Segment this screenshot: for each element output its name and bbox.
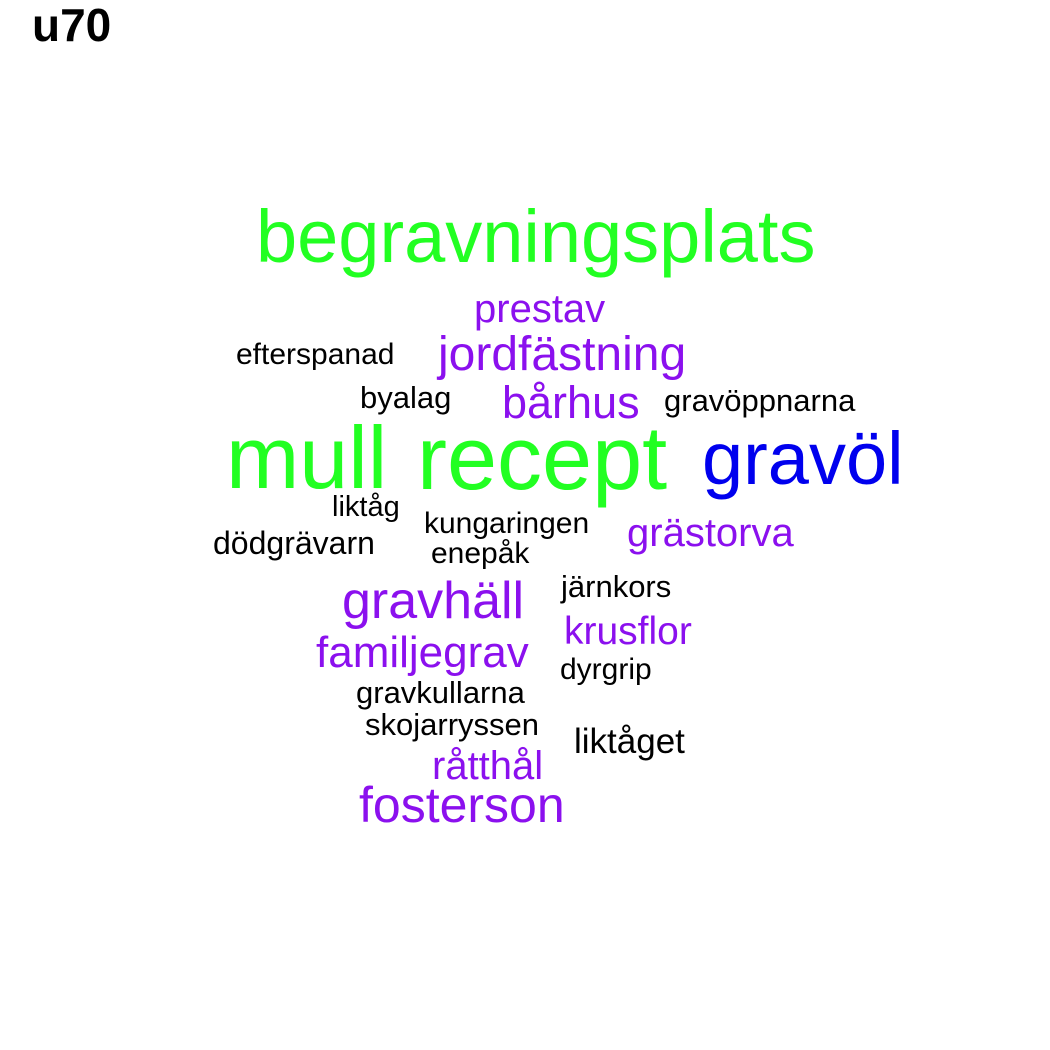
word-liktag: liktåg (332, 491, 400, 523)
word-grastorva: grästorva (627, 511, 794, 555)
word-skojarryssen: skojarryssen (365, 707, 539, 742)
word-enepak: enepåk (431, 537, 530, 570)
word-byalag: byalag (360, 380, 452, 415)
word-barhus: bårhus (502, 377, 640, 428)
word-begravningsplats: begravningsplats (256, 195, 816, 278)
panel-title: u70 (32, 0, 112, 51)
word-efterspanad: efterspanad (236, 338, 395, 371)
word-dyrgrip: dyrgrip (560, 653, 652, 686)
word-dodgravarn: dödgrävarn (213, 525, 375, 561)
word-krusflor: krusflor (564, 610, 692, 653)
word-familjegrav: familjegrav (316, 628, 529, 677)
word-gravhall: gravhäll (342, 572, 525, 630)
word-prestav: prestav (474, 287, 606, 331)
word-kungaringen: kungaringen (424, 507, 590, 540)
word-fosterson: fosterson (359, 777, 565, 833)
word-liktaget: liktåget (574, 722, 685, 761)
word-ratthal: råtthål (432, 744, 544, 788)
word-jordfastning: jordfästning (438, 328, 687, 381)
word-gravol: gravöl (702, 417, 904, 500)
word-recept: recept (417, 409, 668, 509)
word-gravoppnarna: gravöppnarna (664, 383, 856, 418)
word-jarnkors: järnkors (561, 569, 672, 604)
word-mull: mull (226, 408, 388, 507)
word-gravkullarna: gravkullarna (356, 675, 525, 710)
